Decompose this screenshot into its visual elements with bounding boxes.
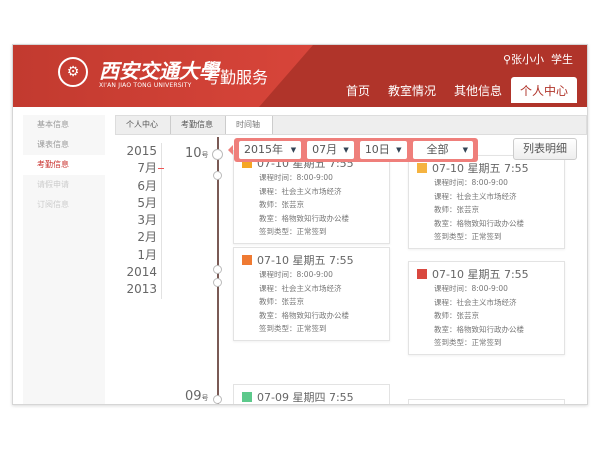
month-select[interactable]: 07月 ▼	[307, 141, 354, 159]
attendance-card[interactable]	[408, 399, 565, 404]
card-title: 07-10 星期五 7:55	[432, 268, 529, 281]
nav-other[interactable]: 其他信息	[453, 84, 502, 98]
card-title: 07-09 星期四 7:55	[257, 391, 354, 404]
year-select[interactable]: 2015年 ▼	[239, 141, 302, 159]
card-icon	[417, 163, 427, 173]
card-field: 教室：格物致知行政办公楼	[434, 324, 524, 334]
breadcrumb-item[interactable]: 考勤信息	[171, 116, 226, 134]
sidebar: 基本信息 课表信息 考勤信息 请假申请 订阅信息	[23, 115, 105, 404]
active-month-marker	[158, 168, 164, 169]
card-field: 教室：格物致知行政办公楼	[259, 213, 349, 223]
month-item[interactable]: 1月	[137, 247, 157, 262]
card-field: 教师：张芸京	[434, 205, 479, 215]
sidebar-item-schedule[interactable]: 课表信息	[37, 140, 69, 149]
card-title: 07-10 星期五 7:55	[257, 254, 354, 267]
card-field: 课程：社会主义市场经济	[434, 191, 517, 201]
caret-down-icon: ▼	[290, 146, 297, 154]
attendance-card[interactable]: 07-10 星期五 7:55 课程时间：8:00-9:00 课程：社会主义市场经…	[408, 261, 565, 355]
year-item[interactable]: 2014	[126, 265, 157, 280]
timeline-node	[213, 265, 222, 274]
month-item[interactable]: 5月	[137, 195, 157, 210]
caret-down-icon: ▼	[343, 146, 349, 154]
month-item[interactable]: 6月	[137, 178, 157, 193]
year-item[interactable]: 2015	[126, 144, 157, 158]
card-field: 教师：张芸京	[259, 297, 304, 307]
card-icon	[417, 269, 427, 279]
sidebar-item-attendance[interactable]: 考勤信息	[23, 155, 105, 175]
breadcrumb-item[interactable]: 个人中心	[116, 116, 171, 134]
sidebar-item-leave[interactable]: 请假申请	[37, 180, 69, 189]
card-field: 课程：社会主义市场经济	[259, 283, 342, 293]
attendance-card[interactable]: 07-10 星期五 7:55 课程时间：8:00-9:00 课程：社会主义市场经…	[233, 150, 390, 244]
header: ⚙ 西安交通大學 XI'AN JIAO TONG UNIVERSITY 考勤服务…	[13, 45, 587, 107]
year-item[interactable]: 2013	[126, 282, 157, 297]
timeline-node	[213, 171, 222, 180]
attendance-card[interactable]: 07-09 星期四 7:55	[233, 384, 390, 404]
card-icon	[242, 392, 252, 402]
attendance-card[interactable]: 07-10 星期五 7:55 课程时间：8:00-9:00 课程：社会主义市场经…	[233, 247, 390, 341]
card-field: 签到类型：正常签到	[259, 227, 327, 237]
card-field: 签到类型：正常签到	[259, 324, 327, 334]
nav-personal[interactable]: 个人中心	[510, 77, 577, 103]
month-item[interactable]: 7月	[137, 161, 157, 176]
timeline-node	[213, 395, 222, 404]
card-field: 课程时间：8:00-9:00	[259, 270, 333, 279]
caret-down-icon: ▼	[462, 146, 469, 154]
breadcrumb: 个人中心 考勤信息 时间轴	[115, 115, 587, 135]
card-field: 教师：张芸京	[434, 311, 479, 321]
day-label: 09号	[185, 389, 209, 404]
list-detail-button[interactable]: 列表明细	[513, 138, 577, 160]
user-role: 学生	[551, 53, 573, 66]
sidebar-item-basic[interactable]: 基本信息	[37, 120, 69, 129]
university-logo-icon: ⚙	[58, 57, 88, 87]
day-label: 10号	[185, 146, 209, 161]
card-icon	[242, 158, 252, 168]
timeline-node	[213, 278, 222, 287]
card-field: 课程时间：8:00-9:00	[259, 173, 333, 182]
timeline-node	[212, 149, 223, 160]
sidebar-item-subscribe[interactable]: 订阅信息	[37, 200, 69, 209]
card-field: 教师：张芸京	[259, 200, 304, 210]
card-icon	[242, 255, 252, 265]
month-item[interactable]: 3月	[137, 213, 157, 228]
user-info[interactable]: ⚲张小小 学生	[503, 51, 573, 67]
card-field: 签到类型：正常签到	[434, 232, 502, 242]
card-field: 课程：社会主义市场经济	[434, 297, 517, 307]
card-field: 课程时间：8:00-9:00	[434, 178, 508, 187]
university-name: 西安交通大學	[99, 59, 219, 83]
app-window: ⚙ 西安交通大學 XI'AN JIAO TONG UNIVERSITY 考勤服务…	[12, 44, 588, 405]
nav-home[interactable]: 首页	[345, 84, 370, 98]
year-month-index: 2015 7月 6月 5月 3月 2月 1月 2014 2013	[117, 143, 162, 299]
attendance-card[interactable]: 07-10 星期五 7:55 课程时间：8:00-9:00 课程：社会主义市场经…	[408, 155, 565, 249]
university-name-en: XI'AN JIAO TONG UNIVERSITY	[99, 82, 192, 89]
card-field: 教室：格物致知行政办公楼	[434, 218, 524, 228]
card-field: 教室：格物致知行政办公楼	[259, 310, 349, 320]
month-item[interactable]: 2月	[137, 230, 157, 245]
card-field: 课程时间：8:00-9:00	[434, 284, 508, 293]
user-name: 张小小	[511, 53, 544, 66]
date-filter-bar: 2015年 ▼ 07月 ▼ 10日 ▼ 全部 ▼	[228, 138, 478, 162]
card-field: 签到类型：正常签到	[434, 338, 502, 348]
nav-classroom[interactable]: 教室情况	[387, 84, 436, 98]
card-title: 07-10 星期五 7:55	[432, 162, 529, 175]
main-nav: 首页 教室情况 其他信息 个人中心	[337, 77, 577, 103]
breadcrumb-current: 时间轴	[226, 116, 273, 134]
service-title: 考勤服务	[204, 68, 269, 87]
caret-down-icon: ▼	[396, 146, 402, 154]
type-select[interactable]: 全部 ▼	[412, 141, 474, 159]
person-icon: ⚲	[502, 53, 511, 66]
card-field: 课程：社会主义市场经济	[259, 186, 342, 196]
day-select[interactable]: 10日 ▼	[359, 141, 407, 159]
